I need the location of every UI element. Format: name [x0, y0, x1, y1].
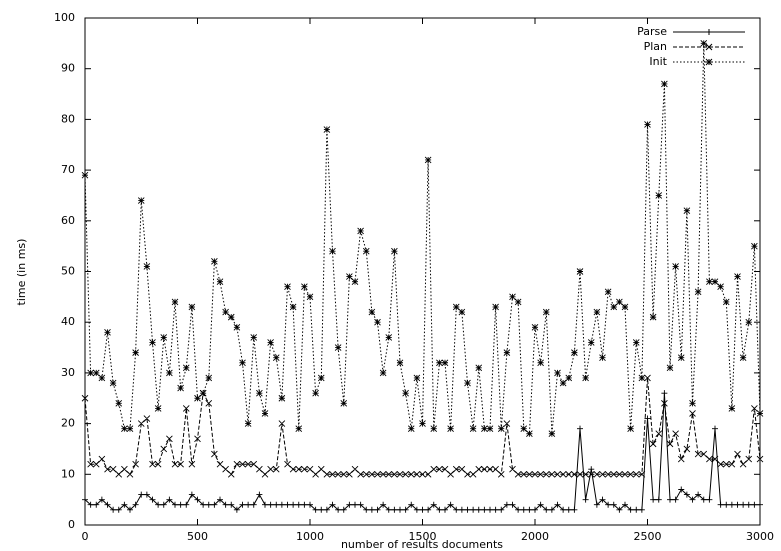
series-markers — [82, 390, 763, 513]
series-markers — [81, 40, 764, 438]
y-tick-label: 30 — [61, 366, 75, 379]
y-tick-label: 0 — [68, 518, 75, 531]
y-tick-label: 100 — [54, 11, 75, 24]
x-tick-label: 2000 — [521, 530, 549, 543]
legend-label: Parse — [637, 25, 667, 38]
y-tick-label: 60 — [61, 214, 75, 227]
x-tick-label: 1000 — [296, 530, 324, 543]
x-tick-label: 2500 — [634, 530, 662, 543]
y-tick-label: 70 — [61, 163, 75, 176]
x-tick-label: 1500 — [409, 530, 437, 543]
plot-frame — [84, 17, 761, 526]
y-tick-label: 90 — [61, 62, 75, 75]
y-tick-label: 40 — [61, 315, 75, 328]
x-tick-label: 3000 — [746, 530, 774, 543]
y-tick-label: 10 — [61, 467, 75, 480]
legend-marker — [705, 58, 713, 66]
legend-label: Init — [649, 55, 667, 68]
series-line — [84, 43, 761, 435]
x-tick-label: 500 — [187, 530, 208, 543]
y-tick-label: 80 — [61, 112, 75, 125]
y-axis-title: time (in ms) — [15, 239, 28, 306]
legend-marker — [706, 29, 712, 35]
legend-label: Plan — [644, 40, 667, 53]
series-markers — [81, 374, 764, 478]
x-axis-title: number of results documents — [341, 538, 503, 551]
y-tick-label: 50 — [61, 265, 75, 278]
y-tick-label: 20 — [61, 417, 75, 430]
x-tick-label: 0 — [82, 530, 89, 543]
legend-marker — [705, 43, 713, 51]
